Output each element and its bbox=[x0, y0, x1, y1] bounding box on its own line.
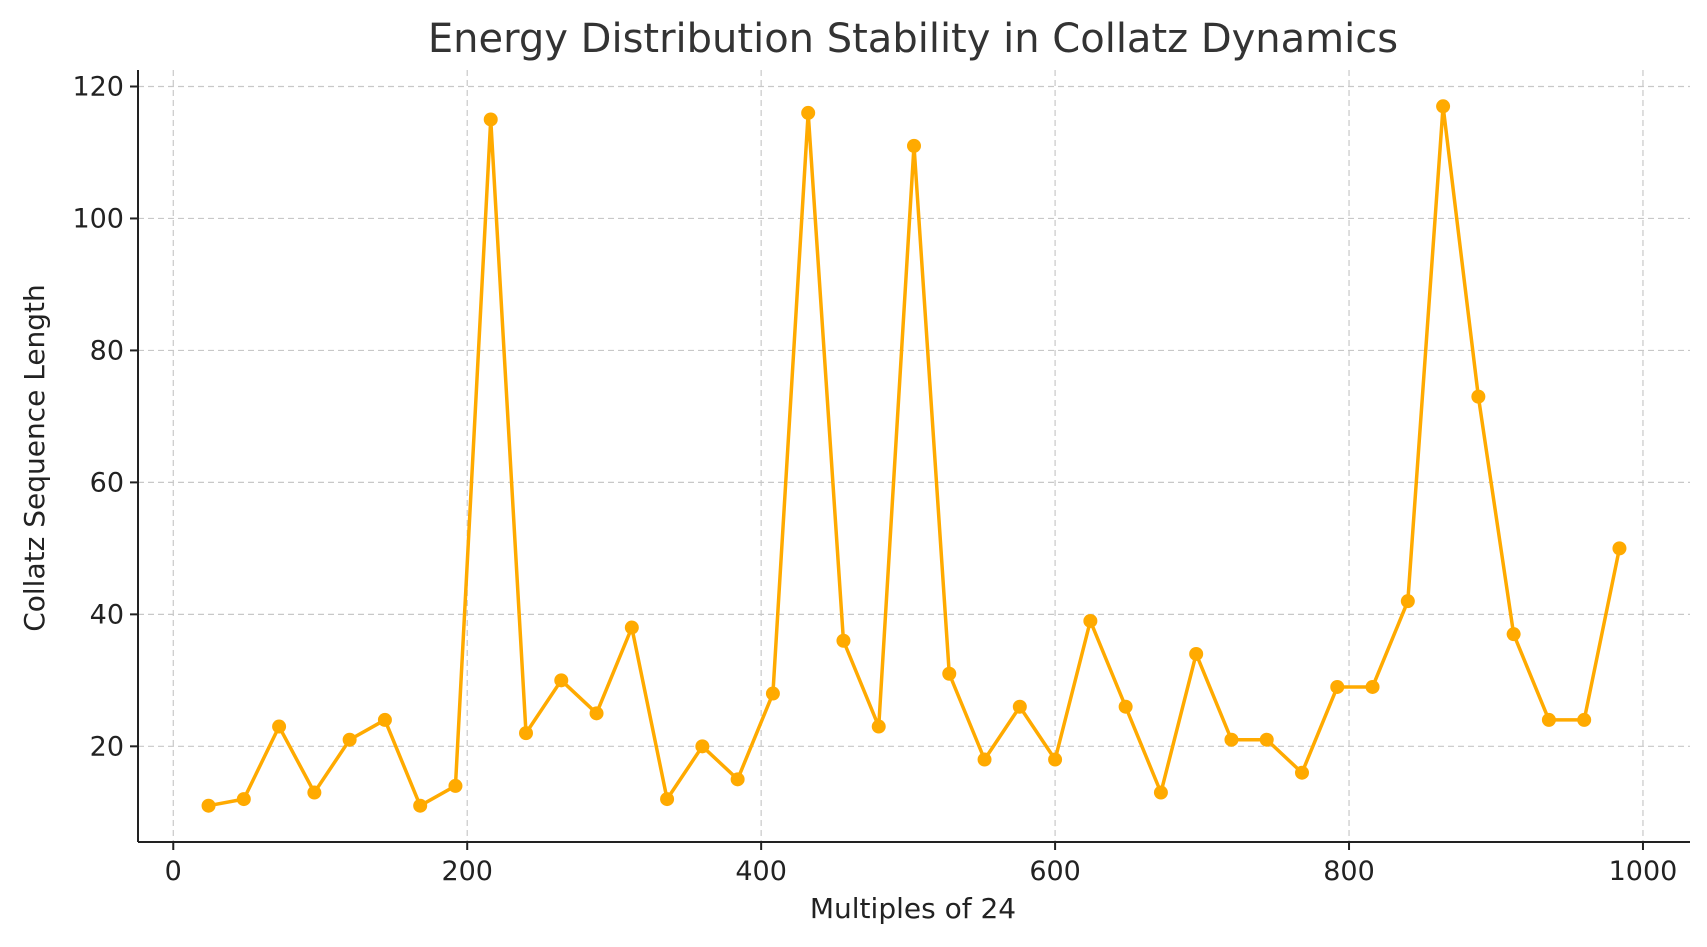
data-point bbox=[1083, 613, 1098, 628]
data-point bbox=[413, 798, 428, 813]
x-tick-label: 800 bbox=[1323, 856, 1375, 887]
data-point bbox=[695, 739, 710, 754]
data-point bbox=[660, 792, 675, 807]
data-point bbox=[1048, 752, 1063, 767]
data-point bbox=[765, 686, 780, 701]
data-point bbox=[1471, 389, 1486, 404]
series bbox=[201, 99, 1627, 813]
x-axis-label: Multiples of 24 bbox=[810, 892, 1016, 925]
y-tick-label: 100 bbox=[72, 203, 124, 234]
data-point bbox=[942, 666, 957, 681]
data-point bbox=[307, 785, 322, 800]
x-tick-label: 1000 bbox=[1609, 856, 1678, 887]
y-tick-label: 120 bbox=[72, 71, 124, 102]
data-point bbox=[907, 138, 921, 153]
chart-title: Energy Distribution Stability in Collatz… bbox=[428, 16, 1398, 62]
data-point bbox=[1118, 699, 1133, 714]
data-point bbox=[801, 105, 816, 120]
grid bbox=[138, 70, 1690, 842]
data-point bbox=[730, 772, 745, 787]
data-point bbox=[1400, 594, 1415, 609]
x-tick-label: 400 bbox=[735, 856, 787, 887]
y-tick-label: 40 bbox=[90, 599, 124, 630]
data-point bbox=[342, 732, 357, 747]
data-point bbox=[1295, 765, 1309, 780]
ticks: 0 200 400 600 800 1000 20 40 60 80 100 120 bbox=[72, 71, 1677, 887]
y-tick-label: 20 bbox=[90, 731, 124, 762]
data-point bbox=[236, 792, 251, 807]
data-point bbox=[483, 112, 498, 127]
data-point bbox=[1012, 699, 1027, 714]
data-point bbox=[624, 620, 639, 635]
data-point bbox=[554, 673, 569, 688]
data-point bbox=[1330, 679, 1345, 694]
y-axis-label: Collatz Sequence Length bbox=[18, 284, 51, 632]
y-tick-label: 80 bbox=[90, 335, 124, 366]
data-point bbox=[519, 726, 533, 741]
data-point bbox=[1541, 712, 1556, 727]
x-tick-label: 600 bbox=[1029, 856, 1081, 887]
data-point bbox=[1612, 541, 1627, 556]
data-point bbox=[871, 719, 886, 734]
data-point bbox=[201, 798, 216, 813]
data-point bbox=[377, 712, 392, 727]
y-tick-label: 60 bbox=[90, 467, 124, 498]
data-point bbox=[1153, 785, 1168, 800]
data-point bbox=[1506, 627, 1521, 642]
data-point bbox=[1189, 646, 1204, 661]
data-point bbox=[1224, 732, 1239, 747]
data-point bbox=[836, 633, 851, 648]
data-point bbox=[1436, 99, 1451, 114]
data-point bbox=[977, 752, 992, 767]
data-point bbox=[1259, 732, 1274, 747]
x-tick-label: 200 bbox=[441, 856, 493, 887]
data-point bbox=[589, 706, 604, 721]
data-point bbox=[448, 778, 463, 793]
x-tick-label: 0 bbox=[165, 856, 182, 887]
data-point bbox=[1577, 712, 1592, 727]
data-point bbox=[1365, 679, 1380, 694]
axes bbox=[137, 70, 1690, 843]
data-point bbox=[272, 719, 287, 734]
